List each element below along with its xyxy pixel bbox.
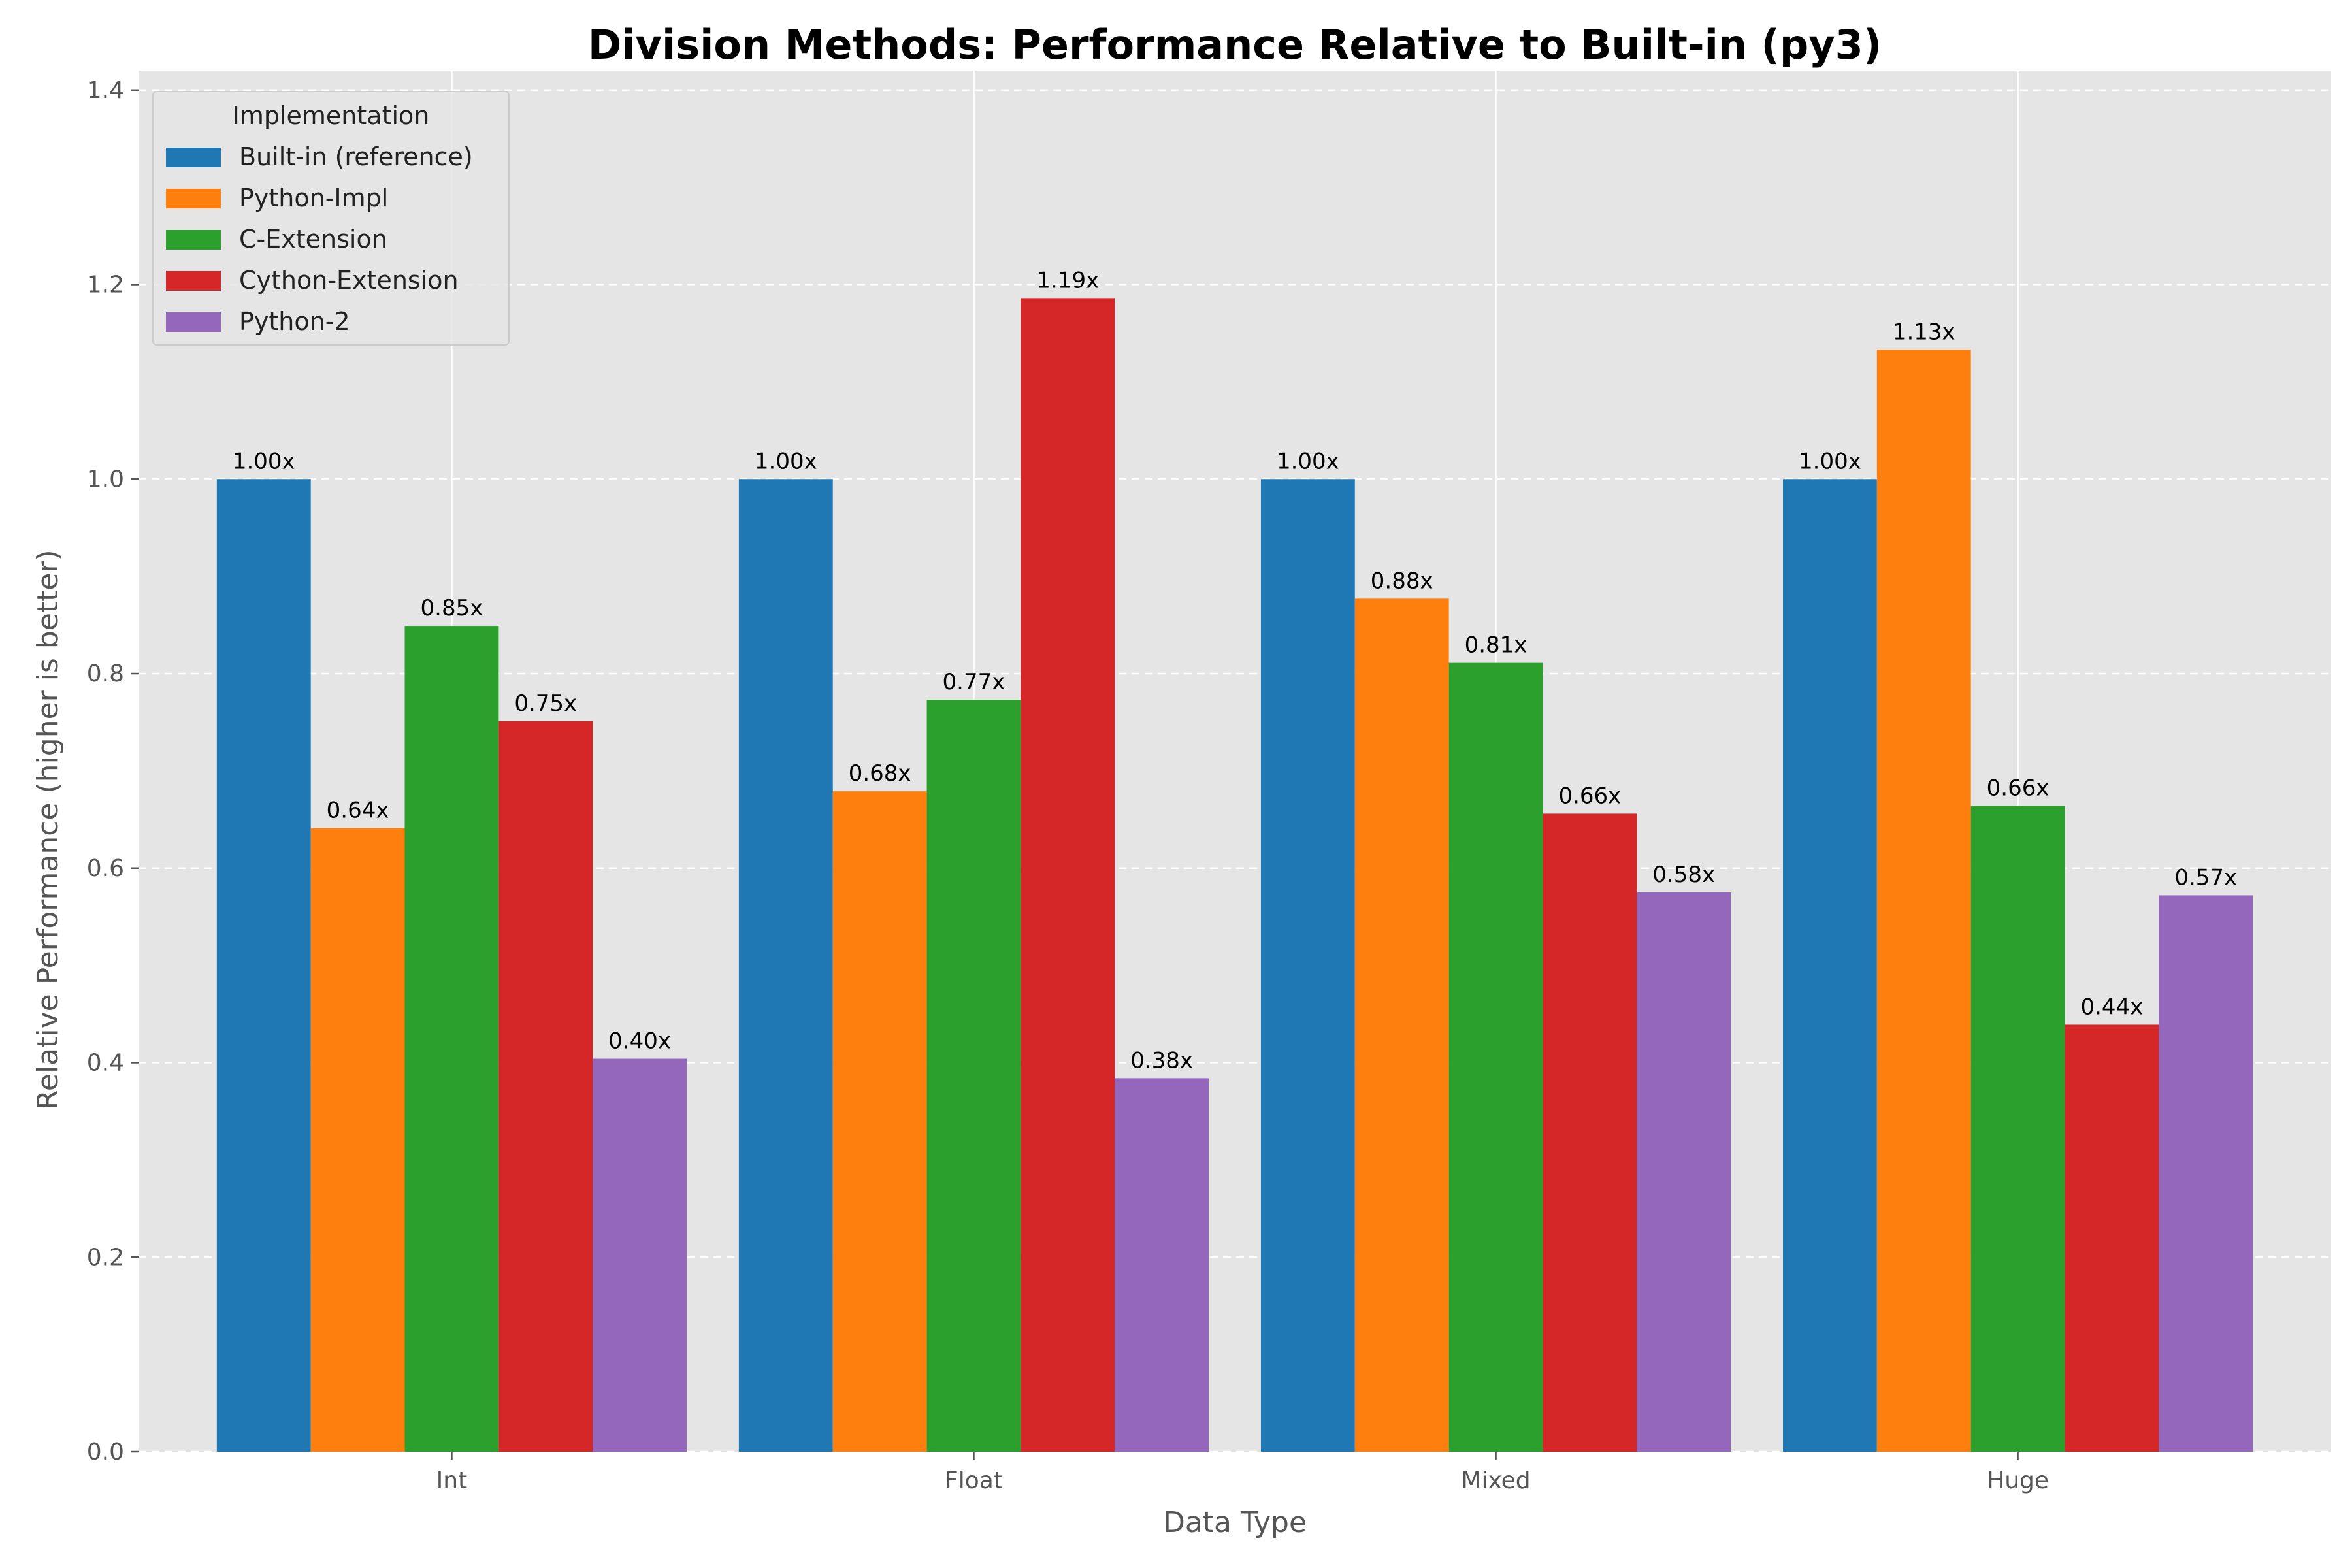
bar bbox=[593, 1058, 687, 1452]
bar bbox=[498, 721, 593, 1452]
x-axis-label: Data Type bbox=[1163, 1506, 1307, 1539]
legend-swatch bbox=[166, 312, 221, 332]
bar-value-label: 0.44x bbox=[2080, 994, 2143, 1020]
y-tick-label: 0.2 bbox=[87, 1244, 124, 1271]
bar bbox=[1970, 806, 2065, 1452]
legend-entry: Python-2 bbox=[239, 307, 350, 336]
bar bbox=[1021, 298, 1115, 1452]
bar-value-label: 1.00x bbox=[755, 448, 817, 474]
bar bbox=[2159, 895, 2253, 1452]
bar bbox=[216, 479, 311, 1452]
y-tick-label: 0.6 bbox=[87, 855, 124, 882]
bar-value-label: 0.66x bbox=[1987, 775, 2050, 801]
x-tick-label: Float bbox=[945, 1467, 1003, 1494]
bar bbox=[1637, 892, 1731, 1452]
legend-entry: Python-Impl bbox=[239, 184, 388, 212]
bar-value-label: 0.66x bbox=[1558, 783, 1621, 809]
bar bbox=[1543, 813, 1637, 1452]
y-tick-label: 0.8 bbox=[87, 661, 124, 687]
bar bbox=[1115, 1078, 1209, 1452]
legend-box bbox=[152, 91, 510, 346]
bar-value-label: 0.38x bbox=[1130, 1047, 1193, 1073]
y-tick-label: 1.0 bbox=[87, 466, 124, 493]
bar bbox=[1448, 662, 1543, 1452]
legend-swatch bbox=[166, 271, 221, 291]
bars-layer: 1.00x 1.00x 1.00x 1.00x 0.64x 0.68x 0.88x 1.13x… bbox=[216, 267, 2253, 1452]
x-tick-label: Mixed bbox=[1461, 1467, 1530, 1494]
bar bbox=[1876, 350, 1971, 1452]
bar-value-label: 1.00x bbox=[1799, 448, 1861, 474]
bar-value-label: 1.00x bbox=[1277, 448, 1339, 474]
legend-swatch bbox=[166, 189, 221, 208]
bar-value-label: 0.64x bbox=[327, 798, 389, 824]
bar bbox=[1354, 598, 1449, 1452]
bar-value-label: 1.13x bbox=[1893, 319, 1955, 345]
y-axis-label: Relative Performance (higher is better) bbox=[31, 549, 65, 1109]
y-tick-label: 1.4 bbox=[87, 77, 124, 104]
bar bbox=[2065, 1024, 2159, 1452]
legend: Implementation Built-in (reference) Python… bbox=[152, 91, 510, 346]
bar bbox=[1260, 479, 1355, 1452]
bar bbox=[310, 828, 405, 1452]
bar-value-label: 0.58x bbox=[1652, 862, 1715, 888]
bar-value-label: 1.00x bbox=[233, 448, 295, 474]
bar bbox=[832, 791, 927, 1452]
bar bbox=[926, 700, 1021, 1452]
y-tick-label: 0.0 bbox=[87, 1439, 124, 1465]
bar-value-label: 0.85x bbox=[421, 595, 483, 621]
bar-value-label: 1.19x bbox=[1036, 267, 1099, 293]
bar-value-label: 0.57x bbox=[2174, 864, 2237, 890]
legend-entry: Cython-Extension bbox=[239, 266, 459, 295]
legend-swatch bbox=[166, 148, 221, 167]
bar-value-label: 0.88x bbox=[1371, 568, 1433, 594]
bar-value-label: 0.68x bbox=[849, 760, 911, 787]
y-tick-label: 0.4 bbox=[87, 1050, 124, 1077]
legend-swatch bbox=[166, 230, 221, 250]
x-tick-label: Huge bbox=[1987, 1467, 2049, 1494]
bar-value-label: 0.40x bbox=[608, 1028, 671, 1054]
bar-value-label: 0.81x bbox=[1465, 632, 1527, 659]
legend-title: Implementation bbox=[233, 101, 430, 130]
y-tick-label: 1.2 bbox=[87, 272, 124, 299]
legend-entry: Built-in (reference) bbox=[239, 142, 473, 171]
legend-entry: C-Extension bbox=[239, 225, 387, 253]
chart-title: Division Methods: Performance Relative t… bbox=[588, 21, 1882, 69]
bar bbox=[1783, 479, 1877, 1452]
bar bbox=[738, 479, 833, 1452]
bar-value-label: 0.75x bbox=[514, 691, 577, 717]
bar bbox=[404, 626, 499, 1452]
x-tick-label: Int bbox=[436, 1467, 468, 1494]
bar-value-label: 0.77x bbox=[943, 669, 1005, 695]
